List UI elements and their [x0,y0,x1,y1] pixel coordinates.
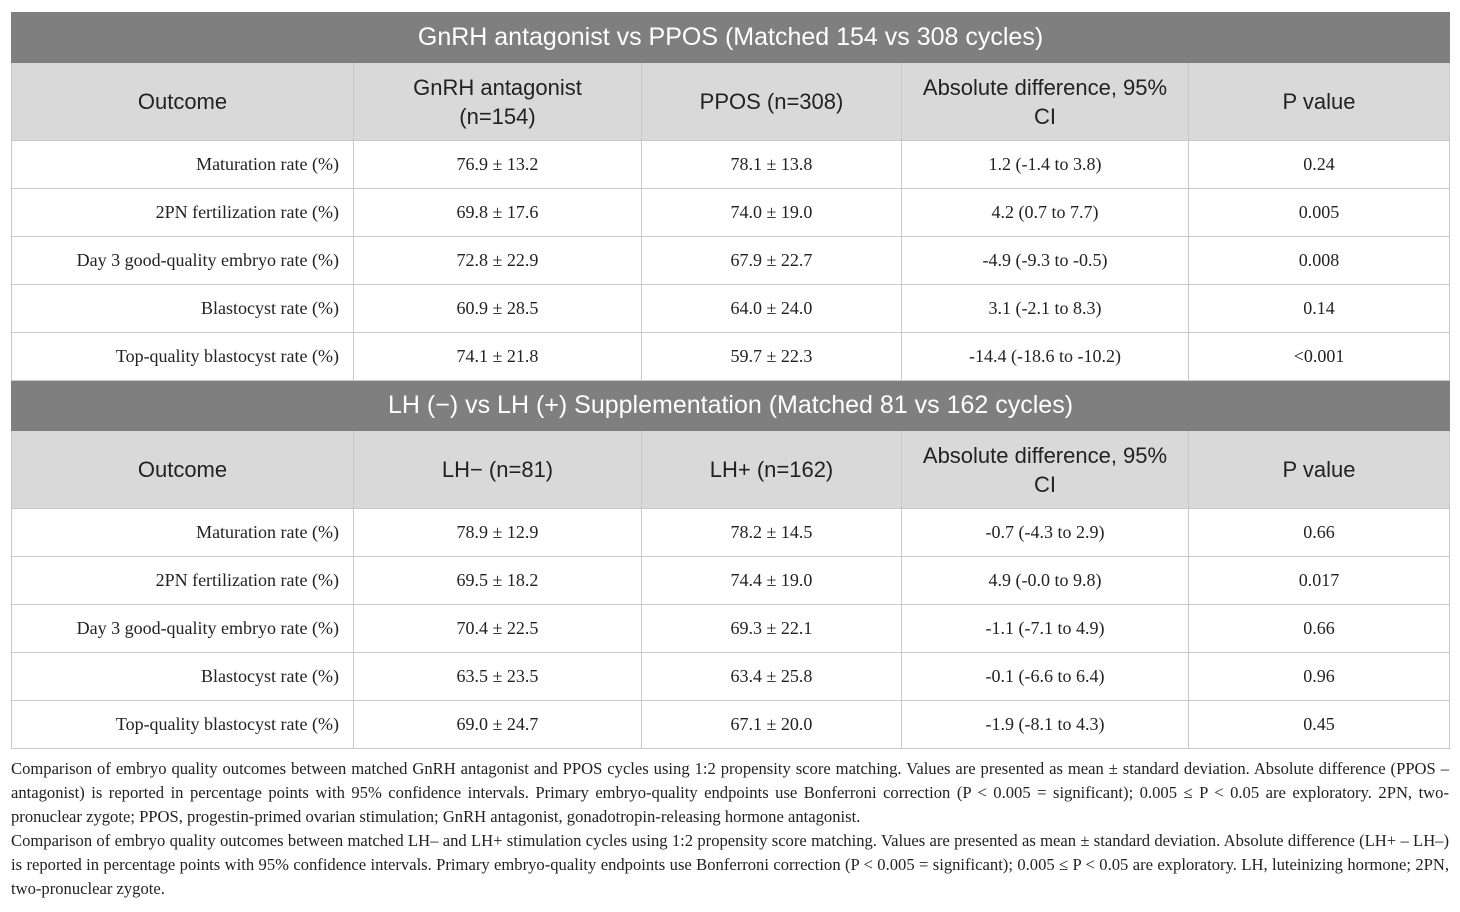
cell: 69.5 ± 18.2 [353,556,642,605]
cell: <0.001 [1187,332,1451,381]
data-row: Day 3 good-quality embryo rate (%) 72.8 ±… [11,236,1451,285]
data-row: Blastocyst rate (%) 63.5 ± 23.5 63.4 ± 25.… [11,652,1451,701]
cell: 69.8 ± 17.6 [353,188,642,237]
row-label: Top-quality blastocyst rate (%) [11,332,354,381]
cell: 1.2 (-1.4 to 3.8) [901,140,1189,189]
data-row: Blastocyst rate (%) 60.9 ± 28.5 64.0 ± 24.… [11,284,1451,333]
section-title: LH (−) vs LH (+) Supplementation (Matche… [10,380,1451,431]
cell: 60.9 ± 28.5 [353,284,642,333]
cell: -0.1 (-6.6 to 6.4) [901,652,1189,701]
cell: 76.9 ± 13.2 [353,140,642,189]
notes: Comparison of embryo quality outcomes be… [11,757,1449,901]
cell: -14.4 (-18.6 to -10.2) [901,332,1189,381]
header-cell: GnRH antagonist (n=154) [353,62,642,141]
cell: 70.4 ± 22.5 [353,604,642,653]
footnote: Comparison of embryo quality outcomes be… [11,831,1449,898]
row-label: Maturation rate (%) [11,508,354,557]
header-cell: Outcome [11,430,354,509]
cell: 72.8 ± 22.9 [353,236,642,285]
cell: 69.3 ± 22.1 [641,604,902,653]
cell: -4.9 (-9.3 to -0.5) [901,236,1189,285]
cell: 0.14 [1187,284,1451,333]
cell: 0.005 [1187,188,1451,237]
header-cell: LH+ (n=162) [641,430,902,509]
cell: 78.2 ± 14.5 [641,508,902,557]
cell: 63.5 ± 23.5 [353,652,642,701]
row-label: Maturation rate (%) [11,140,354,189]
header-cell: PPOS (n=308) [641,62,902,141]
cell: -0.7 (-4.3 to 2.9) [901,508,1189,557]
content: GnRH antagonist vs PPOS (Matched 154 vs … [10,12,1451,901]
data-row: Maturation rate (%) 76.9 ± 13.2 78.1 ± 13.… [11,140,1451,189]
header-row: Outcome GnRH antagonist (n=154) PPOS (n=30… [11,62,1451,141]
cell: 64.0 ± 24.0 [641,284,902,333]
data-row: Maturation rate (%) 78.9 ± 12.9 78.2 ± 14.… [11,508,1451,557]
row-label: Blastocyst rate (%) [11,284,354,333]
header-cell: LH− (n=81) [353,430,642,509]
header-cell: P value [1187,430,1451,509]
cell: 4.9 (-0.0 to 9.8) [901,556,1189,605]
header-cell: Absolute difference, 95% CI [901,62,1189,141]
cell: -1.1 (-7.1 to 4.9) [901,604,1189,653]
section-title: GnRH antagonist vs PPOS (Matched 154 vs … [10,12,1451,63]
cell: 3.1 (-2.1 to 8.3) [901,284,1189,333]
row-label: Day 3 good-quality embryo rate (%) [11,604,354,653]
footnote: Comparison of embryo quality outcomes be… [11,759,1449,826]
cell: 4.2 (0.7 to 7.7) [901,188,1189,237]
data-row: Day 3 good-quality embryo rate (%) 70.4 ±… [11,604,1451,653]
row-label: Top-quality blastocyst rate (%) [11,700,354,749]
cell: 0.66 [1187,604,1451,653]
cell: 63.4 ± 25.8 [641,652,902,701]
cell: 78.9 ± 12.9 [353,508,642,557]
cell: 0.45 [1187,700,1451,749]
data-row: Top-quality blastocyst rate (%) 69.0 ± 24… [11,700,1451,749]
cell: 74.0 ± 19.0 [641,188,902,237]
data-row: 2PN fertilization rate (%) 69.8 ± 17.6 74.… [11,188,1451,237]
row-label: Blastocyst rate (%) [11,652,354,701]
cell: 69.0 ± 24.7 [353,700,642,749]
cell: -1.9 (-8.1 to 4.3) [901,700,1189,749]
cell: 74.1 ± 21.8 [353,332,642,381]
header-cell: P value [1187,62,1451,141]
row-label: 2PN fertilization rate (%) [11,188,354,237]
row-label: 2PN fertilization rate (%) [11,556,354,605]
cell: 59.7 ± 22.3 [641,332,902,381]
section-title-row: GnRH antagonist vs PPOS (Matched 154 vs … [10,12,1451,63]
table: GnRH antagonist vs PPOS (Matched 154 vs … [10,12,1451,749]
cell: 67.9 ± 22.7 [641,236,902,285]
header-cell: Outcome [11,62,354,141]
data-row: Top-quality blastocyst rate (%) 74.1 ± 21… [11,332,1451,381]
header-row: Outcome LH− (n=81) LH+ (n=162) Absolute dif… [11,430,1451,509]
section-title-row: LH (−) vs LH (+) Supplementation (Matche… [10,380,1451,431]
cell: 0.66 [1187,508,1451,557]
cell: 0.008 [1187,236,1451,285]
cell: 67.1 ± 20.0 [641,700,902,749]
cell: 0.017 [1187,556,1451,605]
header-cell: Absolute difference, 95% CI [901,430,1189,509]
cell: 78.1 ± 13.8 [641,140,902,189]
data-row: 2PN fertilization rate (%) 69.5 ± 18.2 74.… [11,556,1451,605]
cell: 0.24 [1187,140,1451,189]
row-label: Day 3 good-quality embryo rate (%) [11,236,354,285]
cell: 74.4 ± 19.0 [641,556,902,605]
cell: 0.96 [1187,652,1451,701]
